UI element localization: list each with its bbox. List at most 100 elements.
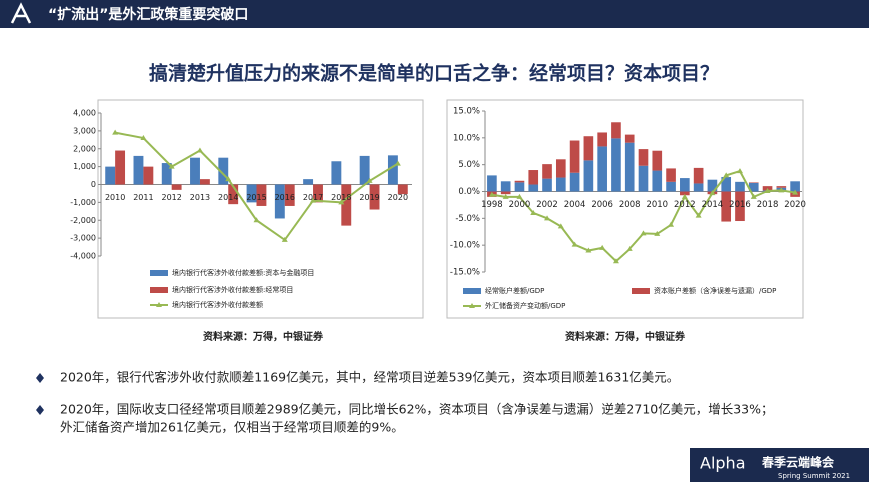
x-tick-label: 2012 — [162, 193, 182, 202]
bar — [597, 146, 607, 192]
x-tick-label: 2018 — [331, 193, 351, 202]
bar — [652, 150, 663, 171]
x-tick-label: 2020 — [784, 200, 806, 210]
bar — [721, 177, 732, 192]
bar — [555, 159, 566, 178]
line-marker — [640, 230, 647, 236]
y-tick-label: -4,000 — [70, 252, 96, 261]
line-marker — [599, 244, 606, 250]
line-marker — [654, 230, 661, 236]
y-tick-label: -15.0% — [450, 268, 480, 278]
line-marker — [253, 217, 260, 223]
bar — [680, 191, 690, 196]
bar — [246, 184, 257, 203]
line-marker — [544, 215, 551, 221]
bar — [105, 166, 116, 185]
footer-brand: Alpha — [700, 454, 746, 473]
line-marker — [709, 190, 716, 196]
bar — [638, 149, 649, 166]
x-tick-label: 2010 — [105, 193, 125, 202]
line-marker — [488, 191, 495, 197]
header-bar — [0, 0, 869, 28]
bar — [284, 184, 295, 206]
bar — [303, 179, 314, 185]
bar — [555, 177, 566, 192]
header-title: “扩流出”是外汇政策重要突破口 — [48, 6, 248, 23]
line-marker — [338, 199, 345, 205]
bar — [569, 172, 580, 192]
bar — [693, 167, 704, 184]
x-tick-label: 2011 — [133, 193, 153, 202]
line-marker — [168, 163, 175, 169]
line-marker — [225, 176, 232, 182]
x-tick-label: 2008 — [619, 200, 641, 210]
logo — [10, 2, 32, 24]
legend-swatch — [469, 303, 475, 308]
y-tick-label: -10.0% — [450, 241, 480, 251]
bullet-icon — [36, 373, 44, 383]
y-tick-label: -5.0% — [455, 214, 480, 224]
y-tick-label: 10.0% — [453, 133, 480, 143]
x-tick-label: 2012 — [674, 200, 696, 210]
line-marker — [668, 221, 675, 227]
x-tick-label: 2018 — [757, 200, 779, 210]
legend-label: 境内银行代客涉外收付款差额 — [172, 300, 263, 309]
bar — [143, 166, 154, 185]
line-marker — [516, 193, 523, 199]
line-marker — [557, 223, 564, 229]
bar — [583, 136, 594, 161]
bar — [190, 157, 200, 185]
line-marker — [112, 129, 119, 135]
bar — [500, 181, 511, 192]
y-tick-label: 15.0% — [453, 107, 480, 117]
source: 资料来源：万得，中银证券 — [565, 330, 686, 343]
legend-swatch — [632, 288, 650, 294]
bar — [528, 170, 539, 185]
x-tick-label: 2014 — [218, 193, 238, 202]
bar — [693, 183, 704, 192]
legend-swatch — [150, 287, 168, 293]
bar — [115, 150, 126, 185]
bar — [514, 182, 525, 192]
bar — [624, 134, 635, 143]
line-marker — [612, 258, 619, 264]
legend-label: 外汇储备资产变动额/GDP — [485, 301, 565, 310]
legend-label: 境内银行代客涉外收付款差额:经常项目 — [172, 285, 293, 294]
legend-label: 境内银行代客涉外收付款差额:资本与金融项目 — [172, 268, 314, 277]
bar — [748, 182, 759, 183]
chart-frame — [446, 99, 804, 319]
bar — [313, 184, 323, 203]
footer-bar — [690, 448, 869, 482]
bar — [542, 164, 552, 179]
bar — [721, 191, 732, 222]
y-tick-label: -2,000 — [70, 216, 96, 225]
line-marker — [140, 135, 147, 141]
bar — [274, 184, 285, 219]
bar — [680, 178, 690, 192]
bullet-text: 外汇储备资产增加261亿美元，仅相当于经常项目顺差的9%。 — [60, 420, 404, 435]
legend-label: 资本账户差额（含净误差与遗漏）/GDP — [654, 286, 776, 295]
bar — [542, 178, 552, 192]
x-tick-label: 2006 — [591, 200, 613, 210]
line-marker — [502, 193, 509, 199]
line-marker — [281, 236, 288, 242]
footer-subtitle: Spring Summit 2021 — [778, 472, 850, 480]
bar — [611, 122, 621, 139]
x-tick-label: 2004 — [564, 200, 586, 210]
line-marker — [196, 147, 203, 153]
footer-event: 春季云端峰会 — [761, 455, 835, 470]
bar — [666, 168, 676, 182]
bar — [487, 175, 497, 192]
y-tick-label: 5.0% — [458, 160, 480, 170]
line-marker — [750, 193, 757, 199]
line-marker — [736, 168, 743, 174]
legend-swatch — [150, 270, 168, 276]
x-tick-label: 2016 — [729, 200, 751, 210]
line-marker — [310, 197, 317, 203]
x-tick-label: 2013 — [190, 193, 210, 202]
y-tick-label: 1,000 — [73, 162, 96, 171]
x-tick-label: 2015 — [246, 193, 266, 202]
bar — [256, 184, 267, 206]
bar — [776, 186, 787, 188]
